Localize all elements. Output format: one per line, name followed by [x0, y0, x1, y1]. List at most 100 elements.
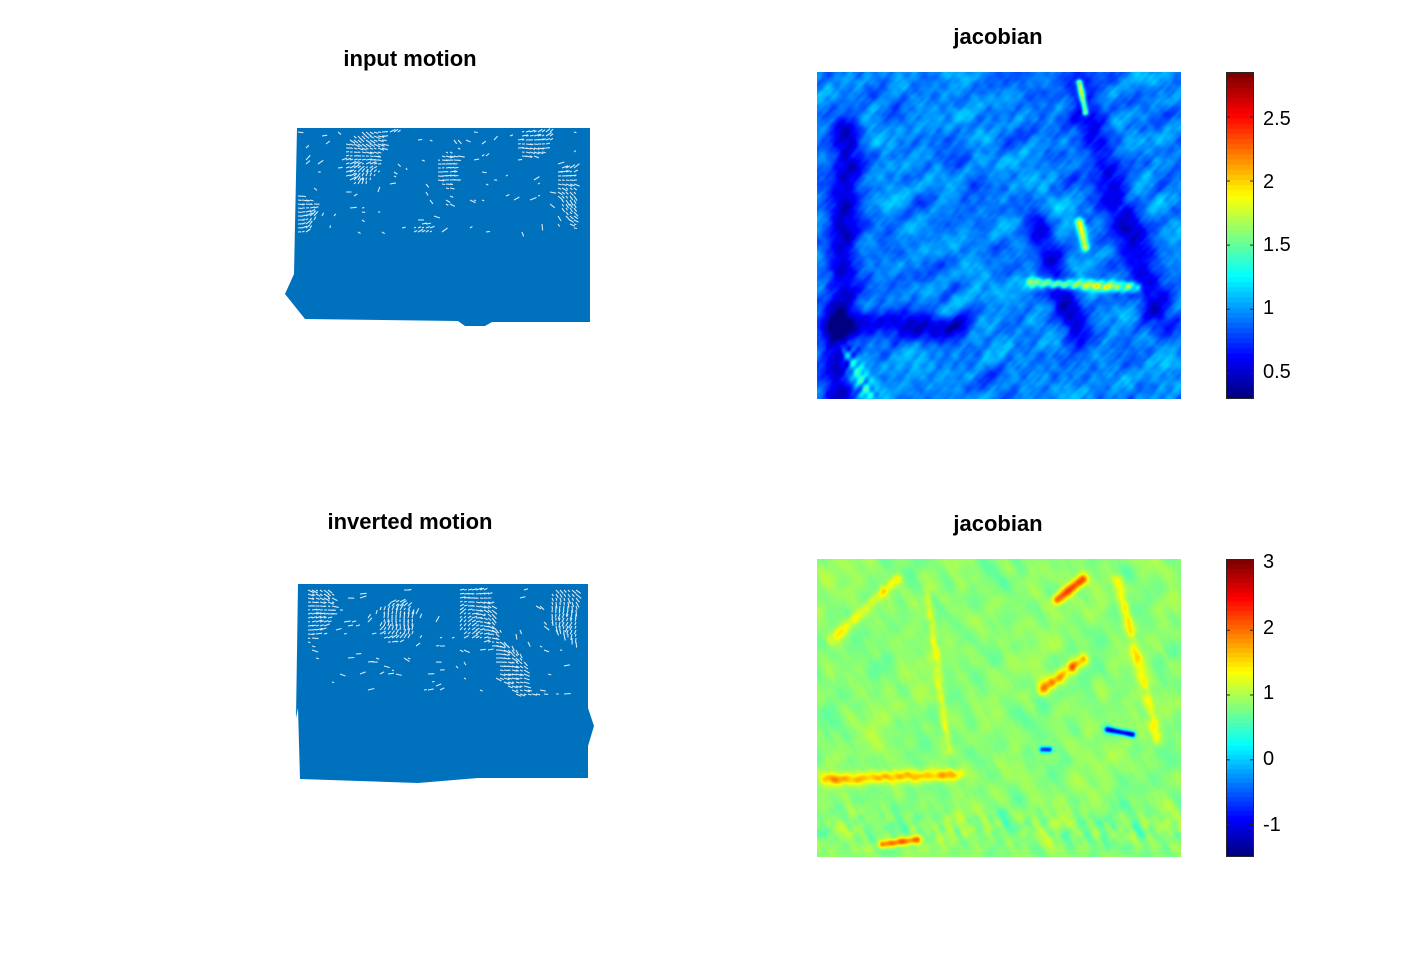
colorbar-swatch	[1226, 647, 1254, 653]
colorbar-swatch	[1226, 773, 1254, 779]
colorbar-swatch	[1226, 829, 1254, 835]
colorbar-bottom	[1226, 559, 1254, 857]
colorbar-bottom-tick: -1	[1263, 814, 1281, 836]
colorbar-swatch	[1226, 266, 1254, 272]
colorbar-swatch	[1226, 852, 1254, 857]
colorbar-swatch	[1226, 204, 1254, 211]
colorbar-swatch	[1226, 628, 1254, 635]
colorbar-swatch	[1226, 745, 1254, 751]
colorbar-swatch	[1226, 215, 1254, 221]
colorbar-swatch	[1226, 327, 1254, 334]
colorbar-swatch	[1226, 240, 1254, 247]
colorbar-swatch	[1226, 791, 1254, 798]
colorbar-swatch	[1226, 670, 1254, 677]
colorbar-swatch	[1226, 717, 1254, 723]
colorbar-swatch	[1226, 796, 1254, 802]
colorbar-swatch	[1226, 680, 1254, 686]
colorbar-swatch	[1226, 199, 1254, 206]
colorbar-swatch	[1226, 87, 1254, 94]
colorbar-swatch	[1226, 363, 1254, 369]
colorbar-top	[1226, 72, 1254, 399]
colorbar-swatch	[1226, 393, 1254, 399]
chart-title-inverted-motion: inverted motion	[327, 509, 493, 534]
colorbar-swatch	[1226, 388, 1254, 395]
colorbar-swatch	[1226, 694, 1254, 700]
colorbar-swatch	[1226, 586, 1254, 593]
colorbar-swatch	[1226, 92, 1254, 99]
chart-title-jacobian-bottom: jacobian	[953, 511, 1043, 536]
colorbar-swatch	[1226, 261, 1254, 267]
colorbar-swatch	[1226, 112, 1254, 119]
colorbar-bottom-tick: 3	[1263, 551, 1275, 573]
colorbar-swatch	[1226, 82, 1254, 88]
colorbar-swatch	[1226, 689, 1254, 695]
colorbar-swatch	[1226, 358, 1254, 364]
colorbar-swatch	[1226, 286, 1254, 293]
colorbar-swatch	[1226, 117, 1254, 124]
colorbar-swatch	[1226, 675, 1254, 681]
colorbar-swatch	[1226, 801, 1254, 807]
colorbar-swatch	[1226, 614, 1254, 621]
heatmap-jacobian-bottom-canvas	[817, 559, 1181, 857]
colorbar-swatch	[1226, 179, 1254, 186]
colorbar-swatch	[1226, 847, 1254, 853]
quiver-arrow-gaps	[297, 128, 580, 237]
quiver-field-body	[285, 128, 590, 326]
heatmap-jacobian-top	[817, 72, 1181, 399]
heatmap-jacobian-top-canvas	[817, 72, 1181, 399]
colorbar-swatch	[1226, 703, 1254, 709]
colorbar-swatch	[1226, 97, 1254, 104]
colorbar-border	[1226, 72, 1254, 399]
colorbar-swatch	[1226, 782, 1254, 788]
colorbar-swatch	[1226, 194, 1254, 201]
quiver-arrow-gaps	[307, 587, 582, 697]
colorbar-swatch	[1226, 735, 1254, 742]
colorbar-swatch	[1226, 838, 1254, 844]
colorbar-swatch	[1226, 787, 1254, 793]
colorbar-swatch	[1226, 123, 1254, 129]
colorbar-swatch	[1226, 378, 1254, 385]
colorbar-swatch	[1226, 642, 1254, 649]
colorbar-swatch	[1226, 281, 1254, 288]
colorbar-swatch	[1226, 102, 1254, 109]
colorbar-swatch	[1226, 754, 1254, 760]
colorbar-swatch	[1226, 107, 1254, 114]
colorbar-swatch	[1226, 312, 1254, 318]
colorbar-swatch	[1226, 189, 1254, 196]
colorbar-swatch	[1226, 143, 1254, 150]
colorbar-swatch	[1226, 347, 1254, 354]
colorbar-swatch	[1226, 307, 1254, 313]
colorbar-swatch	[1226, 368, 1254, 375]
colorbar-swatch	[1226, 596, 1254, 602]
colorbar-swatch	[1226, 656, 1254, 663]
colorbar-swatch	[1226, 833, 1254, 839]
colorbar-swatch	[1226, 72, 1254, 78]
colorbar-swatch	[1226, 698, 1254, 704]
colorbar-swatch	[1226, 163, 1254, 170]
colorbar-swatch	[1226, 721, 1254, 728]
colorbar-top-tick: 2	[1263, 171, 1275, 193]
colorbar-swatch	[1226, 138, 1254, 145]
colorbar-bottom-tick: 1	[1263, 682, 1275, 704]
colorbar-swatch	[1226, 296, 1254, 303]
colorbar-swatch	[1226, 220, 1254, 226]
colorbar-swatch	[1226, 276, 1254, 283]
quiver-field-body	[296, 584, 594, 783]
colorbar-swatch	[1226, 250, 1254, 257]
colorbar-swatch	[1226, 610, 1254, 616]
colorbar-swatch	[1226, 819, 1254, 826]
colorbar-swatch	[1226, 740, 1254, 746]
quiver-plot-inverted-motion	[290, 580, 598, 788]
colorbar-swatch	[1226, 225, 1254, 231]
colorbar-swatch	[1226, 731, 1254, 737]
colorbar-swatch	[1226, 291, 1254, 298]
colorbar-swatch	[1226, 666, 1254, 672]
colorbar-swatch	[1226, 726, 1254, 732]
colorbar-swatch	[1226, 749, 1254, 756]
colorbar-swatch	[1226, 572, 1254, 579]
colorbar-swatch	[1226, 624, 1254, 630]
colorbar-swatch	[1226, 174, 1254, 180]
colorbar-swatch	[1226, 158, 1254, 165]
quiver-plot-input-motion	[280, 122, 596, 328]
colorbar-swatch	[1226, 582, 1254, 588]
